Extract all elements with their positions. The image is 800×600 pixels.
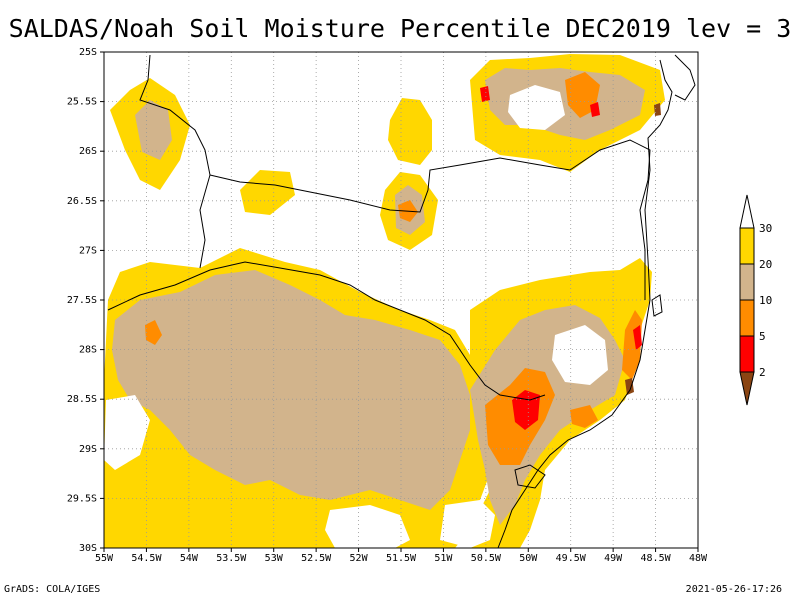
region-brown-2 — [654, 103, 661, 116]
x-tick-label: 53W — [265, 553, 284, 564]
y-tick-label: 27S — [79, 245, 97, 256]
border-uruguay-river — [107, 261, 546, 401]
legend-label: 2 — [759, 366, 766, 379]
legend-segment-10-20 — [739, 263, 755, 301]
hole-white-4 — [325, 505, 410, 548]
border-paraná — [209, 139, 651, 300]
legend-segment-20-30 — [739, 227, 755, 265]
legend-segment-below-2 — [739, 371, 755, 406]
x-tick-label: 52W — [350, 553, 369, 564]
region-red-small — [480, 86, 490, 102]
x-tick-label: 51W — [434, 553, 453, 564]
y-tick-label: 29.5S — [67, 493, 97, 504]
political-borders — [107, 54, 696, 549]
legend-label: 5 — [759, 330, 766, 343]
region-gold-top — [388, 98, 432, 165]
x-tick-label: 50W — [519, 553, 538, 564]
coastline — [497, 59, 673, 549]
region-gold-nw-top — [240, 170, 295, 215]
legend-colorbar — [739, 194, 755, 406]
x-tick-label: 52.5W — [301, 553, 332, 564]
region-orange-small — [570, 405, 598, 428]
region-red-center — [512, 390, 540, 430]
region-brown-1 — [625, 378, 634, 395]
lagoon-1 — [514, 464, 546, 489]
y-tick-label: 25S — [79, 47, 97, 58]
legend-segment-2-5 — [739, 335, 755, 373]
region-tan-southwest — [112, 270, 470, 510]
gridlines — [104, 52, 698, 548]
region-red-north — [590, 102, 600, 117]
region-tan-nw — [135, 100, 172, 160]
region-red-east — [633, 325, 642, 350]
x-tick-label: 48W — [689, 553, 708, 564]
footer-timestamp: 2021-05-26-17:26 — [685, 584, 782, 595]
y-tick-label: 26S — [79, 146, 97, 157]
border-west — [139, 54, 211, 269]
y-tick-label: 28S — [79, 345, 97, 356]
northeast-coast — [674, 54, 696, 101]
x-tick-label: 55W — [95, 553, 114, 564]
island-1 — [651, 294, 663, 317]
hole-white-2 — [508, 85, 565, 130]
x-tick-label: 49W — [604, 553, 623, 564]
legend-label: 30 — [759, 222, 772, 235]
footer-credit: GrADS: COLA/IGES — [4, 584, 101, 595]
y-tick-label: 29S — [79, 444, 97, 455]
y-tick-label: 28.5S — [67, 394, 97, 405]
percentile-fill-layer — [104, 54, 665, 548]
region-orange-nw — [145, 320, 162, 345]
x-tick-label: 54.5W — [131, 553, 162, 564]
x-tick-label: 48.5W — [641, 553, 672, 564]
x-tick-label: 54W — [180, 553, 199, 564]
x-tick-label: 49.5W — [556, 553, 587, 564]
y-tick-label: 25.5S — [67, 97, 97, 108]
x-tick-label: 51.5W — [386, 553, 417, 564]
legend-label: 20 — [759, 258, 772, 271]
x-tick-label: 53.5W — [216, 553, 247, 564]
y-tick-label: 26.5S — [67, 196, 97, 207]
legend-segment-5-10 — [739, 299, 755, 337]
hole-white-1 — [552, 325, 608, 385]
x-tick-label: 50.5W — [471, 553, 502, 564]
hole-white-5 — [440, 500, 495, 548]
legend-segment-above-30 — [739, 194, 755, 229]
legend-label: 10 — [759, 294, 772, 307]
y-tick-label: 30S — [79, 543, 97, 554]
hole-white-3 — [104, 395, 150, 470]
map-title: SALDAS/Noah Soil Moisture Percentile DEC… — [8, 14, 792, 43]
y-tick-label: 27.5S — [67, 295, 97, 306]
